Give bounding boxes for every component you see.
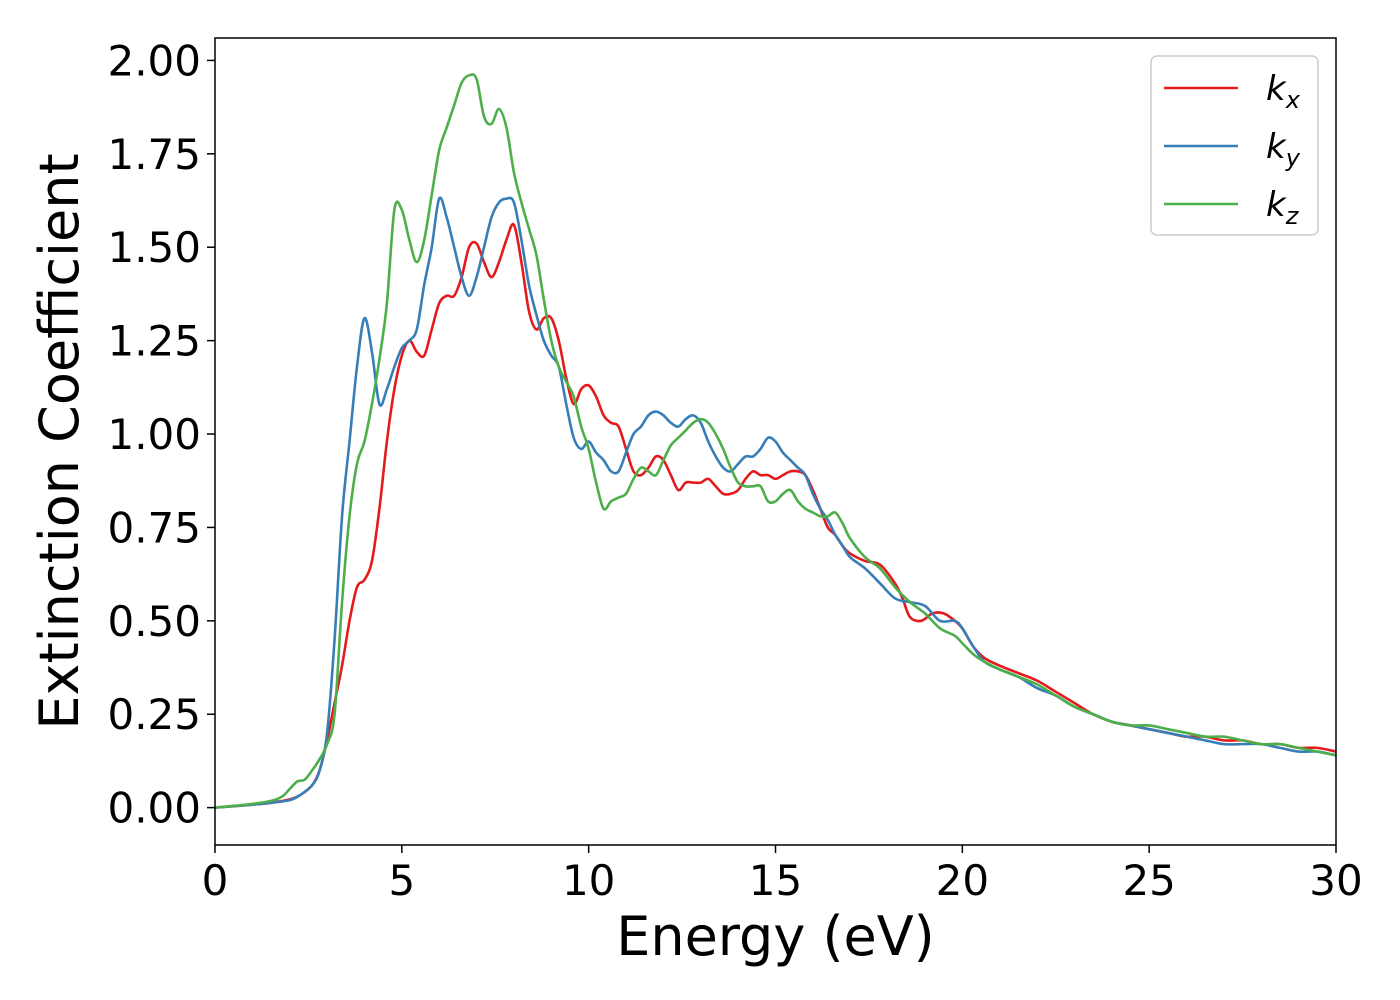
x-tick-label: 20 <box>936 856 989 905</box>
series-line-kz <box>215 73 1336 809</box>
legend-label-main: k <box>1266 127 1287 167</box>
y-tick-label: 0.00 <box>107 784 201 833</box>
x-tick-label: 15 <box>749 856 802 905</box>
y-tick-label: 0.25 <box>107 690 201 739</box>
y-tick-label: 1.50 <box>107 223 201 272</box>
legend-label-main: k <box>1266 69 1287 109</box>
plot-area <box>215 73 1336 809</box>
y-tick-label: 1.75 <box>107 130 201 179</box>
axis-ticks: 0 5 10 15 20 25 30 0.00 0.25 0.50 0.75 1.00 1.25 1.50… <box>107 36 1362 905</box>
x-tick-label: 25 <box>1122 856 1175 905</box>
y-tick-label: 0.75 <box>107 503 201 552</box>
y-tick-label: 1.25 <box>107 317 201 366</box>
y-tick-label: 0.50 <box>107 597 201 646</box>
legend-label-subscript: x <box>1285 86 1301 114</box>
y-tick-label: 2.00 <box>107 36 201 85</box>
x-tick-label: 30 <box>1309 856 1362 905</box>
x-axis-title: Energy (eV) <box>616 905 935 968</box>
x-tick-label: 10 <box>562 856 615 905</box>
legend-label-kz: kz <box>1266 185 1300 230</box>
legend-label-kx: kx <box>1266 69 1301 114</box>
x-tick-label: 5 <box>388 856 415 905</box>
legend-label-ky: ky <box>1266 127 1301 172</box>
y-axis-title: Extinction Coefficient <box>28 153 91 729</box>
legend-label-subscript: y <box>1285 144 1301 172</box>
x-tick-label: 0 <box>202 856 229 905</box>
legend-label-subscript: z <box>1285 202 1300 230</box>
legend-label-main: k <box>1266 185 1287 225</box>
y-tick-label: 1.00 <box>107 410 201 459</box>
